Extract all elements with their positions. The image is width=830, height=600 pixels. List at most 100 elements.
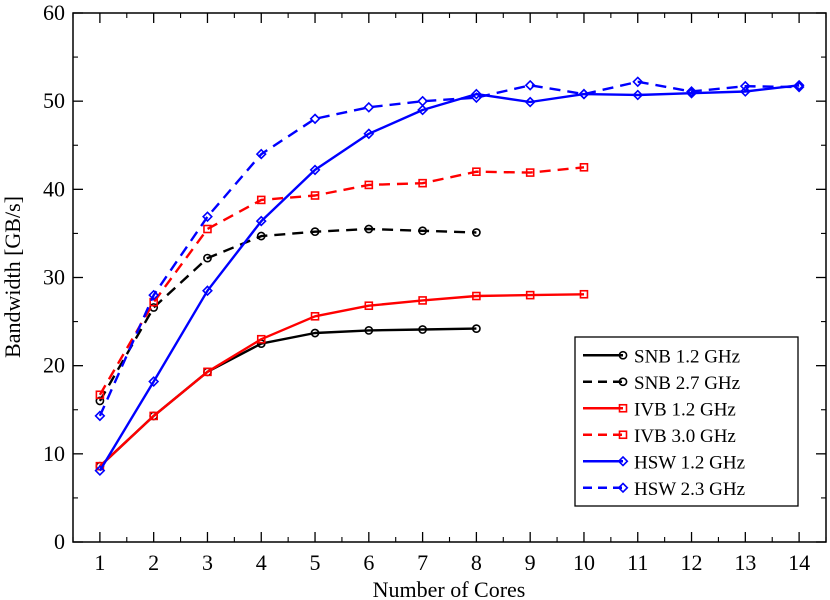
hsw-2-3-ghz-point [524,79,536,91]
hsw-1-2-ghz-point [255,215,267,227]
hsw-1-2-ghz-point [793,79,805,91]
ivb-3-0-ghz-line [98,166,585,396]
hsw-1-2-ghz-point [148,376,160,387]
hsw-1-2-ghz-point [94,465,106,477]
hsw-1-2-ghz-point [470,88,482,100]
legend-hsw-1-2-ghz-point [617,455,629,467]
ivb-1-2-ghz-point [472,291,481,301]
hsw-1-2-ghz-point [309,164,321,176]
legend-snb-2-7-ghz-point [618,377,628,387]
ivb-3-0-ghz-point [525,168,535,177]
hsw-2-3-ghz-point [309,113,321,125]
hsw-2-3-ghz-point [793,81,805,93]
snb-2-7-ghz-point [203,253,212,263]
legend-snb-1-2-ghz-point [618,350,628,360]
hsw-1-2-ghz-point [417,104,429,116]
hsw-2-3-ghz-line [98,80,800,417]
x-tick-label: 8 [471,550,482,575]
series-ivb-3-0-ghz [95,162,589,400]
legend-label: SNB 2.7 GHz [634,373,740,394]
x-tick-label: 11 [627,550,648,575]
hsw-1-2-ghz-point [524,96,536,108]
legend-hsw-2-3-ghz-point [617,482,629,494]
x-tick-label: 14 [788,550,810,575]
legend-ivb-3-0-ghz-point [618,430,628,440]
x-tick-label: 7 [417,550,428,575]
x-tick-label: 12 [681,550,703,575]
legend: SNB 1.2 GHz SNB 2.7 GHz IVB 1.2 GHz IVB 3.0… [574,336,799,507]
legend-label: IVB 1.2 GHz [634,399,736,420]
ivb-1-2-ghz-point [364,301,374,311]
x-axis-label: Number of Cores [373,577,526,600]
ivb-3-0-ghz-point [418,178,427,188]
legend-ivb-1-2-ghz-point [618,403,628,413]
hsw-2-3-ghz-point [632,76,644,88]
ivb-1-2-ghz-line [99,293,585,468]
ivb-1-2-ghz-point [149,411,158,421]
legend-label: HSW 2.3 GHz [634,479,745,500]
hsw-1-2-ghz-point [363,128,375,140]
hsw-1-2-ghz-point [202,285,213,297]
hsw-2-3-ghz-point [417,95,429,107]
hsw-2-3-ghz-point [148,289,160,301]
x-tick-label: 6 [363,550,374,575]
legend-label: HSW 1.2 GHz [634,452,745,473]
legend-box [574,336,799,507]
hsw-2-3-ghz-point [363,101,375,113]
y-tick-label: 40 [43,176,65,201]
ivb-1-2-ghz-point [579,289,589,299]
snb-2-7-ghz-point [471,228,481,237]
snb-2-7-ghz-point [95,396,105,406]
y-axis: 0 10 20 30 40 50 60 [43,0,826,554]
series-hsw-2-3-ghz [94,76,805,422]
snb-1-2-ghz-point [418,325,428,334]
ivb-3-0-ghz-point [310,191,320,200]
snb-1-2-ghz-point [364,325,374,335]
x-axis: 1 2 3 4 5 6 7 8 9 10 11 12 13 14 [72,13,827,575]
hsw-2-3-ghz-point [686,86,697,97]
ivb-3-0-ghz-point [472,167,481,176]
y-tick-label: 60 [43,0,65,25]
x-tick-label: 5 [310,550,321,575]
hsw-1-2-ghz-line [98,84,800,472]
ivb-1-2-ghz-point [310,311,320,321]
hsw-1-2-ghz-point [632,89,644,101]
snb-2-7-ghz-point [364,224,374,234]
ivb-1-2-ghz-point [418,296,427,305]
ivb-3-0-ghz-point [203,224,212,234]
series-layer [94,76,805,477]
x-tick-label: 2 [148,550,159,575]
snb-2-7-ghz-point [310,227,320,237]
legend-item-snb-2-7-ghz: SNB 2.7 GHz [583,373,740,394]
x-tick-label: 4 [256,550,267,575]
ivb-1-2-ghz-point [525,290,535,300]
ivb-3-0-ghz-point [256,195,266,205]
legend-item-ivb-1-2-ghz: IVB 1.2 GHz [583,399,736,420]
snb-2-7-ghz-point [418,226,428,236]
y-tick-label: 0 [54,529,65,554]
x-tick-label: 3 [202,550,213,575]
ivb-1-2-ghz-point [203,367,212,377]
x-tick-label: 1 [94,550,105,575]
legend-item-hsw-2-3-ghz: HSW 2.3 GHz [583,479,745,500]
legend-label: IVB 3.0 GHz [634,426,736,447]
x-tick-label: 10 [573,550,595,575]
snb-1-2-ghz-point [310,328,320,338]
y-tick-label: 50 [43,88,65,113]
hsw-2-3-ghz-point [94,410,106,422]
hsw-2-3-ghz-point [739,80,751,92]
x-tick-label: 13 [734,550,756,575]
legend-item-snb-1-2-ghz: SNB 1.2 GHz [583,346,740,367]
y-tick-label: 20 [43,353,65,378]
hsw-1-2-ghz-point [739,86,751,97]
legend-item-hsw-1-2-ghz: HSW 1.2 GHz [583,452,745,473]
snb-1-2-ghz-point [471,324,481,334]
ivb-3-0-ghz-point [95,390,105,400]
legend-label: SNB 1.2 GHz [634,346,740,367]
hsw-2-3-ghz-point [255,148,267,160]
legend-item-ivb-3-0-ghz: IVB 3.0 GHz [583,426,736,447]
ivb-3-0-ghz-point [364,180,374,190]
ivb-1-2-ghz-point [256,334,266,344]
y-tick-label: 10 [43,441,65,466]
